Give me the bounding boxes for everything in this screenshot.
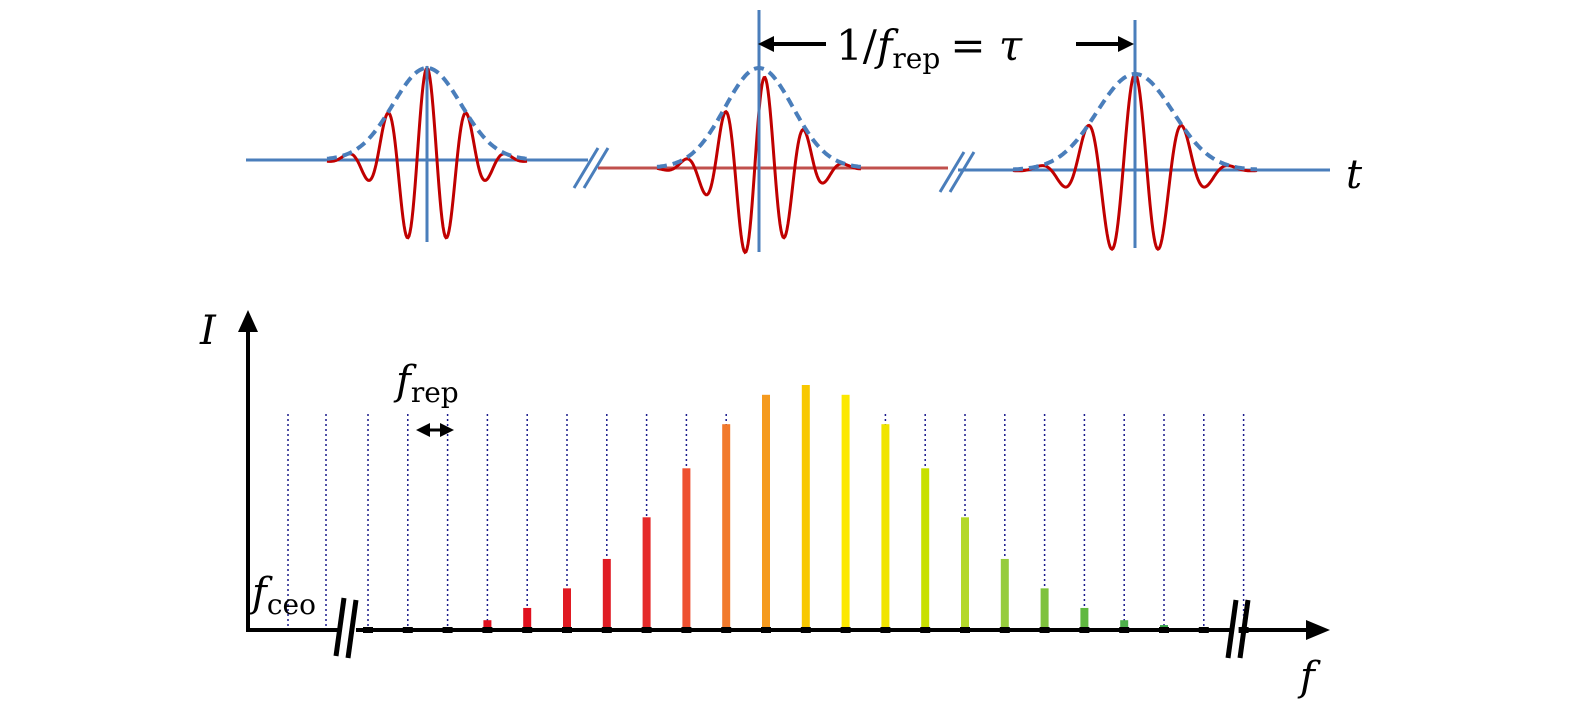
comb-tick-8: [641, 627, 652, 633]
comb-tick-15: [920, 627, 931, 633]
x-axis-label: f: [1297, 654, 1321, 700]
y-axis-label: I: [199, 308, 217, 354]
comb-ticks: [363, 627, 1249, 633]
comb-tooth-12: [801, 385, 810, 630]
comb-tick-11: [761, 627, 771, 633]
comb-tick-18: [1039, 627, 1050, 633]
pulse-1-envelope: [326, 66, 528, 161]
spacing-arrow: [416, 423, 454, 437]
comb-tick-13: [840, 627, 851, 633]
comb-tick-6: [562, 627, 572, 633]
time-axis-break-1: [572, 147, 610, 189]
comb-tick-7: [601, 627, 612, 633]
comb-tooth-18: [1040, 588, 1049, 630]
comb-tooth-11: [762, 394, 770, 630]
time-domain-panel: 1/frep = τ t: [246, 10, 1363, 255]
comb-tooth-8: [642, 517, 651, 630]
offset-label: fceo: [249, 570, 316, 621]
comb-tick-14: [880, 627, 891, 633]
comb-tooth-9: [682, 468, 691, 630]
comb-tick-2: [402, 627, 413, 633]
comb-tick-1: [363, 627, 373, 633]
comb-tick-17: [999, 627, 1010, 633]
comb-tooth-14: [881, 424, 890, 630]
y-axis-arrowhead: [238, 310, 258, 332]
time-axis-break-2: [938, 151, 976, 193]
comb-tooth-17: [1000, 558, 1009, 630]
comb-tick-4: [482, 627, 493, 633]
comb-tick-21: [1159, 627, 1169, 633]
comb-tick-19: [1079, 627, 1090, 633]
comb-tick-16: [960, 627, 970, 633]
comb-tooth-7: [602, 558, 611, 630]
comb-tooth-15: [921, 468, 930, 630]
period-arrow: [758, 36, 1134, 52]
comb-tick-12: [800, 627, 811, 633]
comb-tooth-19: [1080, 607, 1089, 630]
spacing-label: frep: [393, 358, 459, 409]
frequency-domain-panel: I f frep fceo: [199, 308, 1330, 700]
x-axis-break-1: [333, 597, 359, 659]
comb-tooth-6: [563, 588, 571, 630]
comb-tooth-13: [841, 394, 850, 630]
comb-tick-10: [721, 627, 732, 633]
comb-tooth-5: [523, 607, 532, 630]
time-axis-label: t: [1346, 152, 1363, 198]
comb-tooth-20: [1120, 620, 1129, 630]
comb-tick-23: [1238, 627, 1249, 633]
x-axis-arrowhead: [1306, 620, 1330, 640]
comb-tick-9: [681, 627, 692, 633]
comb-tooth-10: [722, 424, 731, 630]
comb-tooth-4: [483, 620, 492, 630]
comb-tick-5: [522, 627, 533, 633]
comb-teeth: [443, 385, 1168, 630]
comb-tick-3: [442, 627, 453, 633]
period-label: 1/frep = τ: [836, 21, 1023, 75]
comb-tick-20: [1119, 627, 1130, 633]
comb-tick-22: [1198, 627, 1209, 633]
comb-tooth-16: [961, 517, 969, 630]
